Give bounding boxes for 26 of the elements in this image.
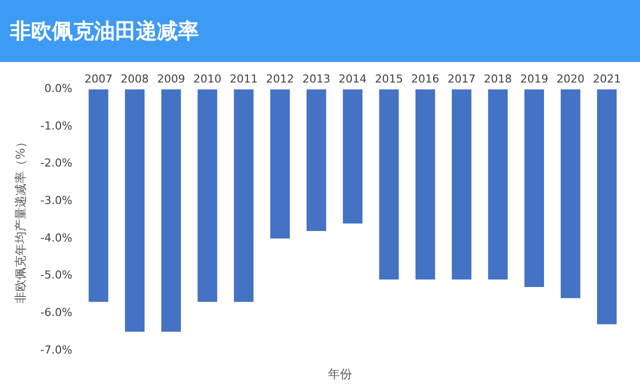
y-tick-label: -4.0% [40,231,72,244]
x-tick-label: 2012 [266,72,294,86]
y-tick-label: -2.0% [40,156,72,170]
y-tick-label: 0.0% [44,82,72,96]
x-tick-label: 2009 [157,72,186,86]
x-tick-label: 2008 [120,72,149,86]
y-tick-label: -3.0% [40,194,72,207]
y-axis-title: 非欧佩克年均产量递减率（%） [13,136,28,304]
x-tick-label: 2019 [520,72,548,86]
y-tick-label: -7.0% [40,343,72,356]
x-tick-label: 2015 [374,72,403,86]
y-tick-label: -6.0% [40,306,72,319]
chart-title: 非欧佩克油田递减率 [0,0,640,62]
x-tick-label: 2017 [448,72,476,86]
x-tick-label: 2007 [84,72,112,86]
x-axis-title: 年份 [327,366,353,383]
y-tick-label: -5.0% [40,268,72,282]
y-tick-label: -1.0% [40,119,72,132]
x-tick-label: 2021 [592,72,621,86]
x-tick-label: 2020 [556,72,585,86]
x-tick-label: 2016 [411,72,440,86]
x-tick-label: 2018 [484,72,512,86]
x-tick-label: 2013 [302,72,330,86]
x-tick-label: 2011 [230,72,258,86]
x-tick-label: 2014 [338,72,367,86]
x-tick-label: 2010 [193,72,222,86]
